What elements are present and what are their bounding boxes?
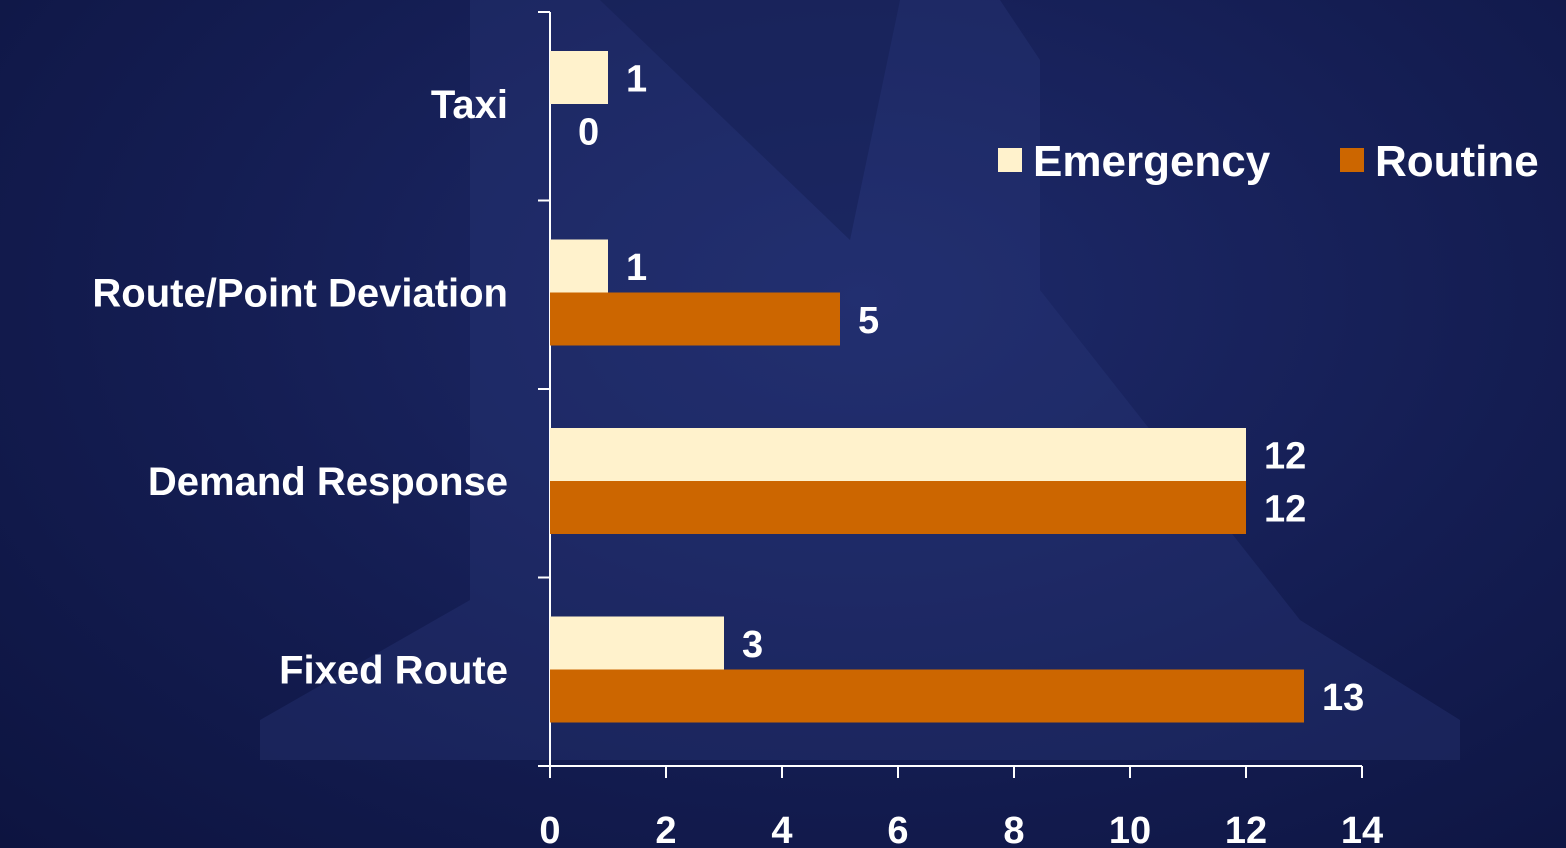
legend: Emergency Routine (998, 137, 1539, 186)
bar-routine (550, 481, 1246, 534)
legend-swatch-routine (1340, 148, 1364, 172)
category-label: Fixed Route (279, 649, 508, 693)
watermark-logo-inner (600, 0, 900, 240)
x-tick-label: 14 (1341, 810, 1383, 848)
data-label-emergency: 12 (1264, 436, 1306, 478)
x-tick-label: 10 (1109, 810, 1151, 848)
data-label-emergency: 1 (626, 247, 647, 289)
data-label-emergency: 3 (742, 624, 763, 666)
category-label: Demand Response (148, 460, 508, 504)
x-tick-label: 0 (539, 810, 560, 848)
x-tick-label: 8 (1003, 810, 1024, 848)
bar-routine (550, 292, 840, 346)
data-label-routine: 5 (858, 300, 879, 342)
x-tick-label: 6 (887, 810, 908, 848)
legend-label-emergency: Emergency (1033, 137, 1271, 186)
x-tick-label: 4 (771, 810, 792, 848)
watermark-logo (260, 0, 1460, 760)
bars (550, 51, 1304, 723)
bar-routine (550, 669, 1304, 723)
x-tick-label: 2 (655, 810, 676, 848)
bar-emergency (550, 239, 608, 293)
legend-label-routine: Routine (1375, 137, 1539, 186)
legend-swatch-emergency (998, 148, 1022, 172)
data-label-routine: 12 (1264, 489, 1306, 531)
data-label-routine: 0 (578, 112, 599, 154)
category-label: Taxi (431, 83, 508, 127)
category-label: Route/Point Deviation (92, 272, 508, 316)
data-label-routine: 13 (1322, 677, 1364, 719)
bar-emergency (550, 428, 1246, 481)
x-tick-label: 12 (1225, 810, 1267, 848)
data-label-emergency: 1 (626, 59, 647, 101)
bar-emergency (550, 51, 608, 104)
bar-emergency (550, 616, 724, 670)
